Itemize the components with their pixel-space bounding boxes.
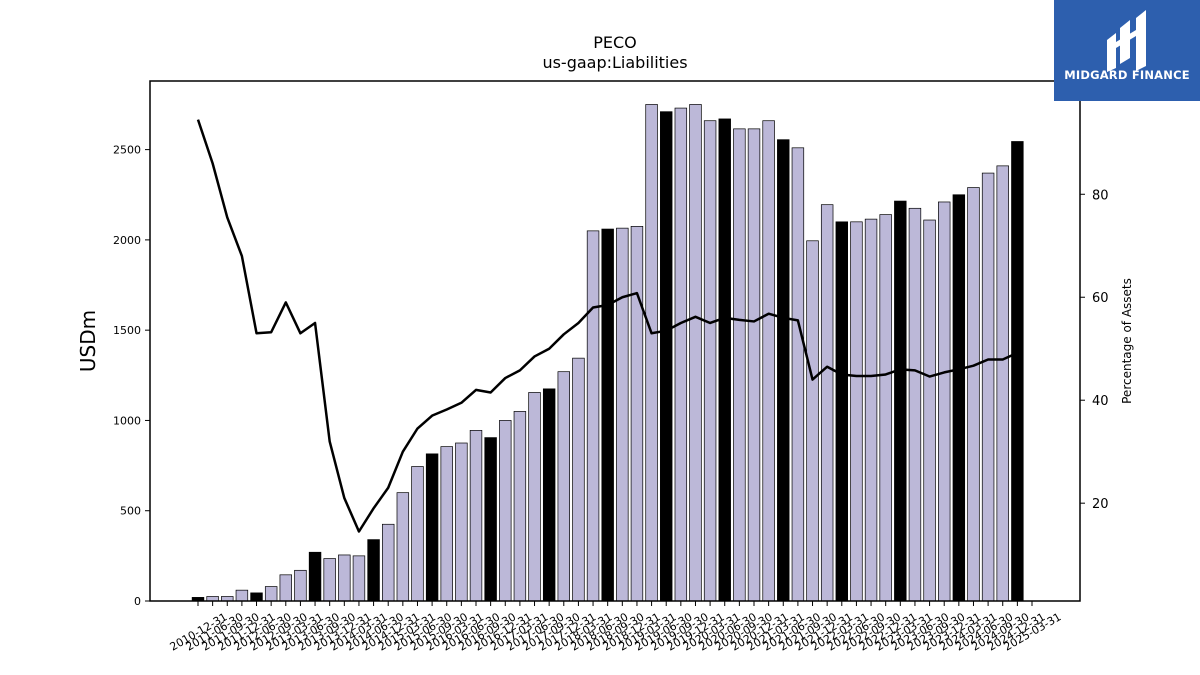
y-tick-label: 2500 [113,144,141,157]
bar-2012-12-31 [308,551,322,602]
bar-2019-03-31 [674,107,688,602]
line-series [196,119,1018,533]
bar-2019-06-30 [689,104,702,602]
plot-frame [149,80,1081,602]
bar-2024-09-30 [996,165,1009,602]
bar-2021-09-30 [820,204,834,602]
bar-2017-03-31 [557,371,571,602]
midgard-logo-icon [1107,10,1146,72]
bar-2018-03-31 [616,227,629,602]
y2-tick-label: 60 [1092,291,1109,306]
bar-2020-03-31 [733,128,746,602]
bar-2014-03-31 [382,523,395,602]
bar-2022-03-31 [850,221,863,602]
y-tick-label: 1500 [113,324,141,337]
line-percentage-of-assets [196,119,1018,533]
brand-logo: MIDGARD FINANCE [1054,0,1200,101]
bar-2019-09-30 [703,120,717,602]
brand-name: MIDGARD FINANCE [1064,68,1190,82]
y-axis-label: USDm [76,310,100,372]
y2-axis-label: Percentage of Assets [1120,278,1134,404]
y2-tick-label: 80 [1092,188,1109,203]
x-axis: 2010-12-312011-06-302011-09-302011-12-31… [168,601,1064,654]
bar-2020-09-30 [762,120,775,602]
y-tick-label: 0 [134,595,141,608]
y2-tick-label: 20 [1092,497,1109,512]
bar-2023-06-30 [923,219,936,602]
bar-2024-03-31 [967,187,980,602]
bar-2015-09-30 [469,430,483,602]
bar-2015-06-30 [455,442,468,602]
bar-2016-06-30 [513,411,527,602]
bar-2022-06-30 [864,218,878,602]
bar-2016-12-31 [542,388,556,602]
bar-2011-09-30 [235,589,249,602]
bar-2022-12-31 [894,200,907,602]
bar-2024-06-30 [981,172,995,602]
bar-2022-09-30 [879,214,892,602]
bar-2014-06-30 [396,492,410,602]
bar-2023-09-30 [938,201,951,602]
y-tick-label: 2000 [113,234,141,247]
y-axis-right: 20 40 60 80 [1080,188,1109,512]
bar-2014-09-30 [411,466,424,602]
bar-2018-12-31 [660,111,673,602]
bar-2018-06-30 [630,226,644,602]
bar-2015-12-31 [484,437,497,602]
bar-2016-03-31 [499,420,512,602]
chart-subtitle: us-gaap:Liabilities [542,53,687,72]
bar-2014-12-31 [425,453,439,602]
bar-2012-03-31 [264,586,278,602]
bar-2021-06-30 [806,240,819,602]
bar-2012-09-30 [294,569,307,602]
bar-2012-06-30 [279,574,293,602]
y2-tick-label: 40 [1092,394,1109,409]
bar-2020-06-30 [747,128,761,602]
bar-2023-12-31 [952,194,966,602]
bar-2017-06-30 [572,357,585,602]
bar-2018-09-30 [645,104,658,602]
y-tick-label: 1000 [113,414,141,427]
y-axis-left: 0 500 1000 1500 2000 2500 [113,144,150,608]
bar-2011-12-31 [250,592,263,602]
bar-2013-03-31 [323,558,336,602]
bar-2013-06-30 [338,554,351,602]
bar-2024-12-31 [1011,141,1024,602]
bar-series [191,104,1024,602]
bar-2019-12-31 [718,118,731,602]
bar-2013-12-31 [367,539,380,602]
bar-2021-12-31 [835,221,849,602]
bar-2017-12-31 [601,228,614,602]
bar-2016-09-30 [528,392,541,602]
bar-2015-03-31 [440,446,453,602]
bar-2013-09-30 [352,555,366,602]
bar-2017-09-30 [586,230,600,602]
bar-2023-03-31 [908,207,922,602]
bar-2021-03-31 [791,147,805,602]
y-tick-label: 500 [120,505,141,518]
bar-2020-12-31 [777,139,790,602]
chart-title: PECO [593,33,637,52]
